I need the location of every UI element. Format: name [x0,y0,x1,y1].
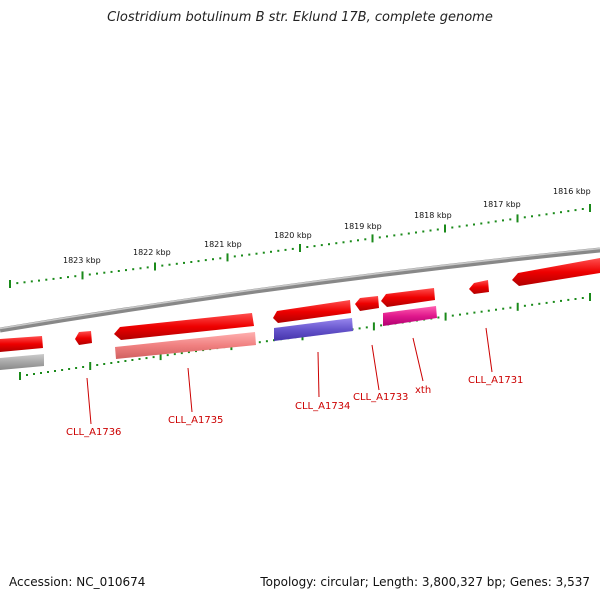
gene-label[interactable]: CLL_A1733 [353,392,408,403]
gene-right-red[interactable] [512,258,600,286]
gene-CLL_A1734-fwd[interactable] [273,300,351,323]
scale-labels: 1823 kbp 1822 kbp 1821 kbp 1820 kbp 1819… [63,187,591,265]
scale-label-1819: 1819 kbp [344,222,382,231]
scale-label-1821: 1821 kbp [204,240,242,249]
gene-label[interactable]: CLL_A1734 [295,401,350,412]
gene-xth-rev[interactable] [383,306,437,326]
map-title: Clostridium botulinum B str. Eklund 17B,… [107,10,493,25]
genome-backbone [0,247,600,333]
gene-left-edge-red[interactable] [0,336,43,352]
scale-label-1823: 1823 kbp [63,256,101,265]
scale-label-1816: 1816 kbp [553,187,591,196]
label-leaders [86,327,493,425]
scale-label-1822: 1822 kbp [133,248,171,257]
gene-CLL_A1735-rev[interactable] [115,332,256,359]
gene-label[interactable]: CLL_A1735 [168,415,223,426]
gene-label[interactable]: CLL_A1731 [468,375,523,386]
scale-label-1818: 1818 kbp [414,211,452,220]
forward-track [0,258,600,352]
gene-label[interactable]: xth [415,385,431,396]
gene-CLL_A1733-fwd[interactable] [355,296,379,311]
gene-CLL_A1731-fwd[interactable] [469,280,489,294]
gene-CLL_A1734-rev[interactable] [274,318,353,341]
gene-CLL_A1735-fwd[interactable] [114,313,254,340]
reverse-track [0,306,437,370]
topology-text: Topology: circular; Length: 3,800,327 bp… [260,575,590,589]
gene-xth-fwd[interactable] [381,288,435,307]
gene-labels: CLL_A1736 CLL_A1735 CLL_A1734 CLL_A1733 … [66,375,523,438]
scale-label-1820: 1820 kbp [274,231,312,240]
gene-left-edge-gray[interactable] [0,354,44,370]
gene-CLL_A1736[interactable] [75,331,92,345]
gene-label[interactable]: CLL_A1736 [66,427,121,438]
outer-scale-ticks [9,204,591,288]
scale-label-1817: 1817 kbp [483,200,521,209]
accession-text: Accession: NC_010674 [9,575,146,589]
